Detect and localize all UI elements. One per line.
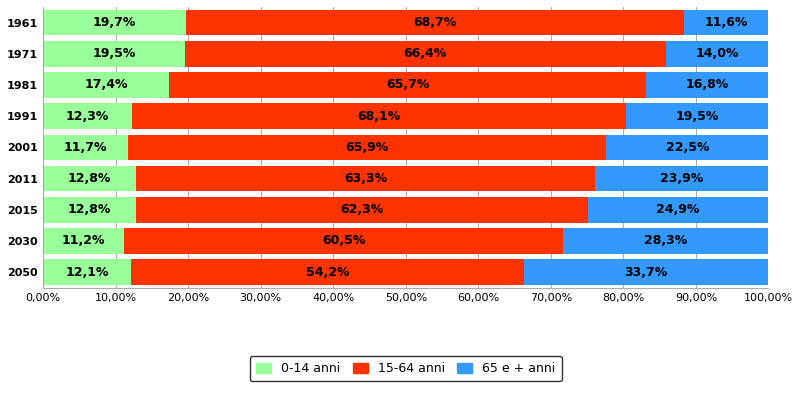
Bar	[626, 103, 768, 129]
Text: 68,7%: 68,7%	[414, 16, 457, 29]
Bar	[43, 41, 185, 66]
Bar	[43, 10, 186, 35]
Bar	[132, 103, 626, 129]
Text: 12,8%: 12,8%	[68, 203, 111, 216]
Text: 33,7%: 33,7%	[625, 266, 668, 279]
Bar	[43, 134, 128, 160]
Bar	[43, 197, 136, 222]
Bar	[128, 134, 606, 160]
Legend: 0-14 anni, 15-64 anni, 65 e + anni: 0-14 anni, 15-64 anni, 65 e + anni	[250, 356, 562, 381]
Text: 66,4%: 66,4%	[404, 47, 447, 60]
Bar	[136, 197, 588, 222]
Bar	[43, 166, 136, 191]
Bar	[684, 10, 769, 35]
Bar	[563, 228, 769, 254]
Text: 14,0%: 14,0%	[695, 47, 738, 60]
Text: 68,1%: 68,1%	[358, 110, 401, 123]
Bar	[186, 10, 684, 35]
Text: 19,5%: 19,5%	[675, 110, 718, 123]
Bar	[606, 134, 770, 160]
Text: 65,9%: 65,9%	[346, 141, 389, 154]
Text: 12,3%: 12,3%	[66, 110, 110, 123]
Text: 22,5%: 22,5%	[666, 141, 710, 154]
Text: 24,9%: 24,9%	[657, 203, 700, 216]
Bar	[124, 228, 563, 254]
Text: 16,8%: 16,8%	[686, 79, 729, 92]
Bar	[43, 259, 131, 285]
Text: 12,8%: 12,8%	[68, 172, 111, 185]
Text: 63,3%: 63,3%	[344, 172, 387, 185]
Text: 65,7%: 65,7%	[386, 79, 430, 92]
Bar	[43, 72, 170, 98]
Bar	[666, 41, 768, 66]
Text: 11,7%: 11,7%	[64, 141, 107, 154]
Text: 17,4%: 17,4%	[85, 79, 128, 92]
Bar	[595, 166, 769, 191]
Bar	[588, 197, 769, 222]
Text: 62,3%: 62,3%	[340, 203, 383, 216]
Text: 19,7%: 19,7%	[93, 16, 136, 29]
Text: 23,9%: 23,9%	[660, 172, 703, 185]
Bar	[170, 72, 646, 98]
Text: 28,3%: 28,3%	[644, 235, 687, 248]
Text: 11,2%: 11,2%	[62, 235, 106, 248]
Bar	[524, 259, 769, 285]
Bar	[136, 166, 595, 191]
Text: 19,5%: 19,5%	[92, 47, 135, 60]
Bar	[185, 41, 666, 66]
Bar	[131, 259, 524, 285]
Bar	[43, 228, 124, 254]
Bar	[43, 103, 132, 129]
Bar	[646, 72, 768, 98]
Text: 54,2%: 54,2%	[306, 266, 349, 279]
Text: 11,6%: 11,6%	[705, 16, 748, 29]
Text: 60,5%: 60,5%	[322, 235, 366, 248]
Text: 12,1%: 12,1%	[65, 266, 109, 279]
